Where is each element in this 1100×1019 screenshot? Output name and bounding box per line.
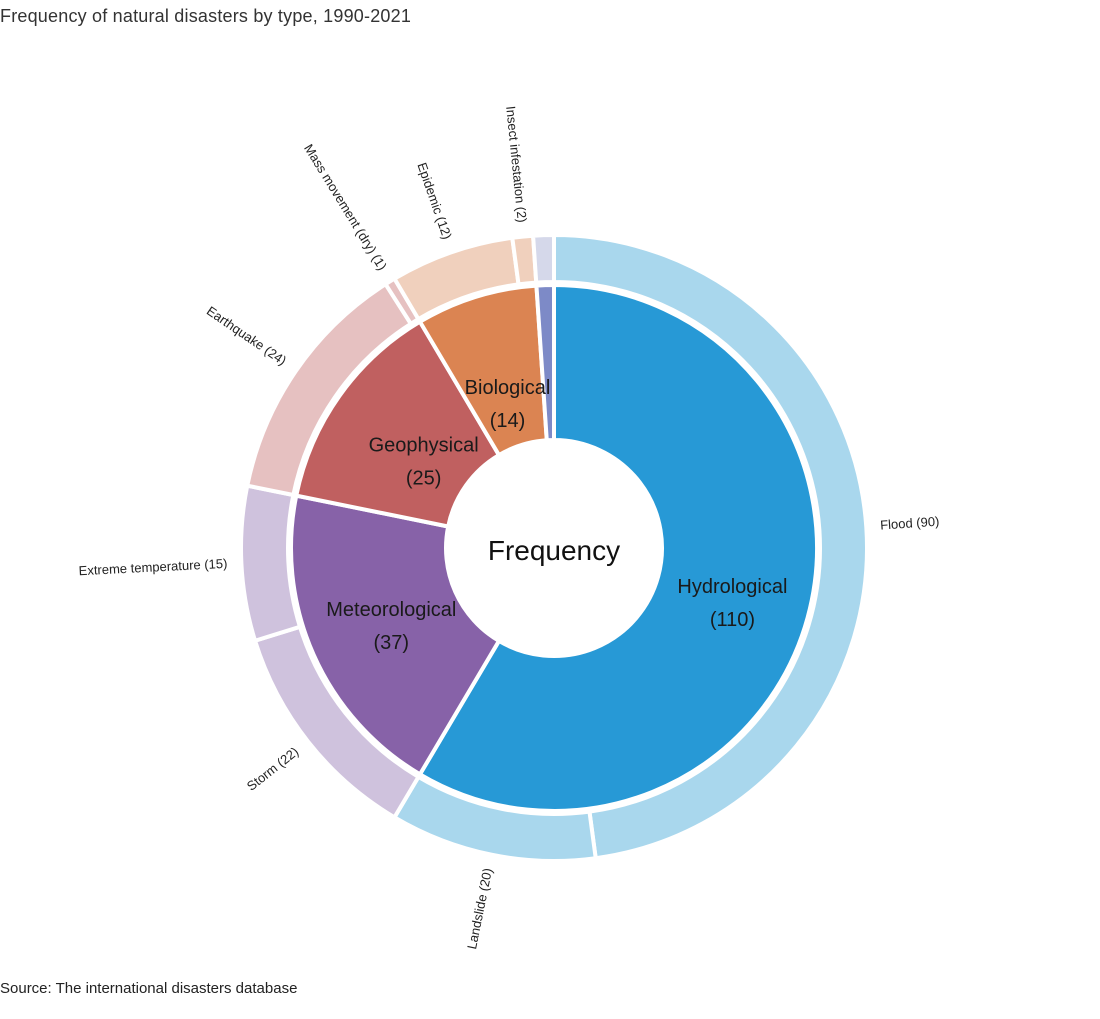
outer-label-flood: Flood (90)	[880, 514, 940, 533]
outer-label-storm: Storm (22)	[244, 744, 301, 794]
outer-label-insect-infestation: Insect infestation (2)	[503, 105, 530, 223]
inner-label-hydrological: Hydrological	[677, 576, 787, 598]
outer-segment-flood	[552, 233, 869, 861]
outer-label-epidemic: Epidemic (12)	[414, 161, 454, 242]
chart-title: Frequency of natural disasters by type, …	[0, 6, 412, 26]
inner-label-geophysical: Geophysical	[369, 434, 479, 456]
outer-ring	[239, 233, 869, 863]
inner-ring	[289, 283, 819, 813]
inner-label-biological: Biological	[465, 377, 551, 399]
inner-value-meteorological: (37)	[374, 632, 410, 654]
outer-segment-unlabeled	[531, 233, 556, 285]
chart-source: Source: The international disasters data…	[0, 980, 298, 997]
center-label: Frequency	[488, 535, 620, 566]
inner-value-geophysical: (25)	[406, 467, 442, 489]
outer-label-extreme-temperature: Extreme temperature (15)	[78, 556, 227, 578]
outer-label-mass-movement: Mass movement (dry) (1)	[301, 141, 390, 273]
outer-label-earthquake: Earthquake (24)	[204, 303, 289, 368]
inner-labels: Hydrological (110) Meteorological (37) Geoph…	[326, 377, 787, 654]
center-hole	[446, 440, 662, 656]
inner-value-biological: (14)	[490, 410, 526, 432]
inner-label-meteorological: Meteorological	[326, 599, 456, 621]
inner-value-hydrological: (110)	[710, 609, 755, 631]
outer-label-landslide: Landslide (20)	[464, 867, 495, 951]
